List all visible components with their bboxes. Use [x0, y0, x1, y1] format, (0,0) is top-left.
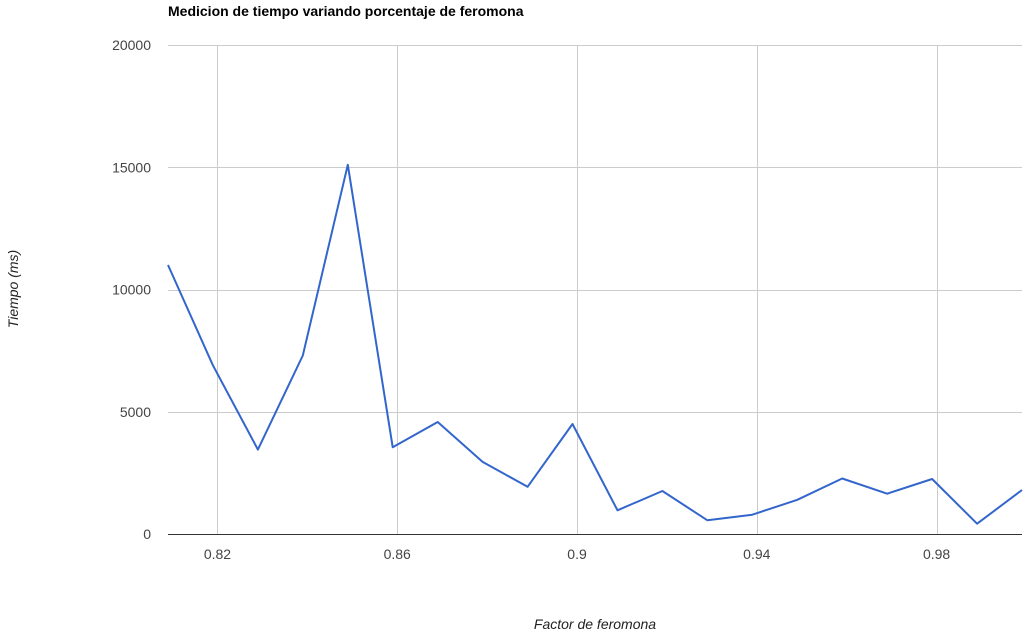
x-axis-title: Factor de feromona — [534, 616, 656, 632]
x-tick-label: 0.98 — [923, 546, 950, 562]
x-tick-label: 0.9 — [567, 546, 587, 562]
y-tick-label: 10000 — [112, 282, 151, 298]
x-tick-label: 0.94 — [743, 546, 770, 562]
y-tick-label: 0 — [143, 526, 151, 542]
series-layer — [167, 163, 1023, 525]
tick-labels: 0 5000 10000 15000 20000 0.82 0.86 0.9 0.94 0.98 — [112, 37, 950, 562]
y-tick-label: 5000 — [120, 404, 151, 420]
chart-title: Medicion de tiempo variando porcentaje d… — [168, 3, 524, 19]
gridlines — [168, 45, 1022, 534]
x-tick-label: 0.86 — [384, 546, 411, 562]
y-axis-title: Tiempo (ms) — [5, 250, 21, 328]
y-tick-label: 15000 — [112, 159, 151, 175]
series-line — [167, 163, 1023, 525]
x-tick-label: 0.82 — [204, 546, 231, 562]
y-tick-label: 20000 — [112, 37, 151, 53]
